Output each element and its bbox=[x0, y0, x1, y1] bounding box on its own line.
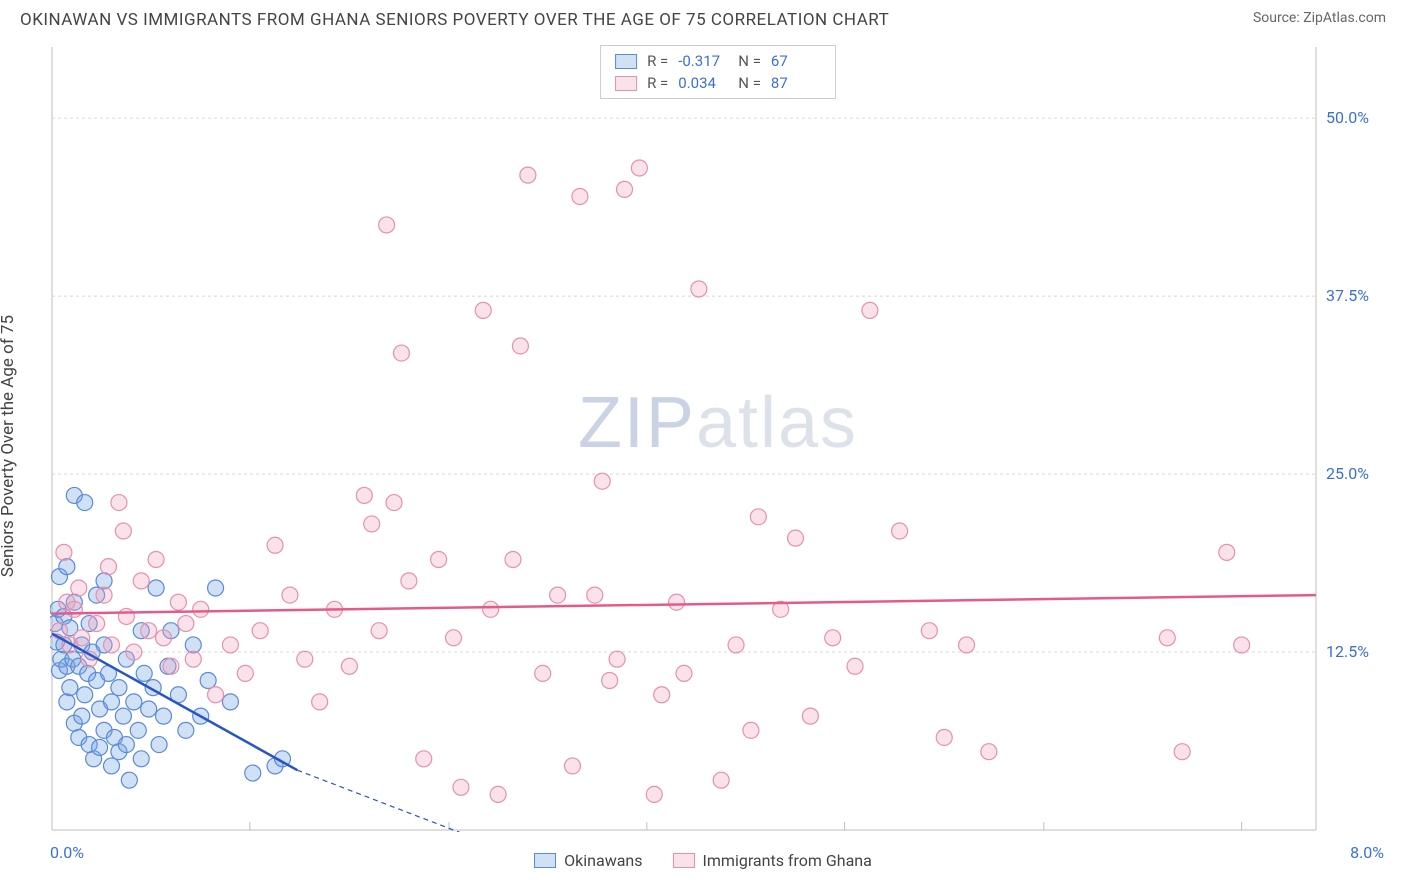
legend-item: Immigrants from Ghana bbox=[673, 851, 872, 870]
n-value: 87 bbox=[771, 74, 821, 92]
n-label: N = bbox=[738, 74, 761, 92]
chart-area: 12.5%25.0%37.5%50.0% ZIPatlas R = -0.317… bbox=[50, 45, 1386, 832]
r-label: R = bbox=[647, 52, 668, 70]
n-value: 67 bbox=[771, 52, 821, 70]
chart-title: OKINAWAN VS IMMIGRANTS FROM GHANA SENIOR… bbox=[20, 10, 889, 30]
source-label: Source: ZipAtlas.com bbox=[1253, 10, 1386, 26]
bottom-legend: Okinawans Immigrants from Ghana bbox=[0, 851, 1406, 870]
stats-legend: R = -0.317 N = 67 R = 0.034 N = 87 bbox=[600, 45, 836, 99]
x-axis-min-label: 0.0% bbox=[50, 843, 84, 862]
series-chip-icon bbox=[534, 853, 556, 868]
stats-row: R = -0.317 N = 67 bbox=[601, 50, 835, 72]
svg-text:12.5%: 12.5% bbox=[1326, 642, 1369, 661]
scatter-plot: 12.5% 25.0% 37.5% 50.0% bbox=[50, 45, 1386, 832]
svg-text:37.5%: 37.5% bbox=[1326, 286, 1369, 305]
series-chip-icon bbox=[615, 54, 637, 69]
legend-label: Okinawans bbox=[564, 851, 642, 870]
series-chip-icon bbox=[673, 853, 695, 868]
n-label: N = bbox=[738, 52, 761, 70]
legend-item: Okinawans bbox=[534, 851, 642, 870]
svg-text:25.0%: 25.0% bbox=[1326, 464, 1369, 483]
legend-label: Immigrants from Ghana bbox=[703, 851, 872, 870]
x-axis-max-label: 8.0% bbox=[1350, 843, 1384, 862]
r-label: R = bbox=[647, 74, 668, 92]
stats-row: R = 0.034 N = 87 bbox=[601, 72, 835, 94]
svg-text:50.0%: 50.0% bbox=[1326, 108, 1369, 127]
r-value: -0.317 bbox=[678, 52, 728, 70]
r-value: 0.034 bbox=[678, 74, 728, 92]
series-chip-icon bbox=[615, 76, 637, 91]
y-axis-label: Seniors Poverty Over the Age of 75 bbox=[0, 315, 18, 577]
